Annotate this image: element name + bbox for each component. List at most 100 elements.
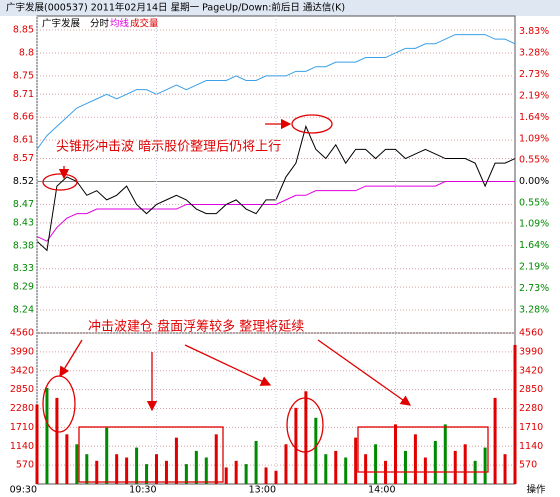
volume-bar	[264, 467, 268, 484]
volume-bar	[304, 391, 308, 484]
action-button[interactable]: 操作	[526, 484, 546, 496]
title-bar	[0, 0, 560, 16]
y2-tick-label: 1.09%	[519, 219, 549, 230]
highlight-box	[357, 426, 489, 473]
volume-bar	[324, 454, 328, 484]
annotation: 冲击波建仓 盘面浮筹较多 整理将延续	[88, 319, 304, 335]
y-tick-label: 8.52	[13, 176, 34, 187]
volume-bar	[453, 450, 457, 484]
volume-bar	[115, 454, 119, 484]
volume-bar	[55, 397, 59, 484]
volume-bar	[85, 454, 89, 484]
y-tick-label: 570	[16, 460, 34, 471]
volume-bar	[443, 424, 447, 484]
annotation: 尖锥形冲击波 暗示股价整理后仍将上行	[56, 140, 281, 155]
volume-bar	[403, 450, 407, 484]
volume-bar	[503, 454, 507, 484]
volume-bar	[413, 434, 417, 484]
volume-bar	[433, 440, 437, 484]
y2-tick-label: 2.73%	[519, 283, 549, 294]
y2-tick-label: 3420	[519, 365, 543, 376]
volume-bar	[463, 444, 467, 484]
y2-tick-label: 4560	[519, 328, 543, 339]
volume-bar	[174, 437, 178, 484]
y2-tick-label: 3990	[519, 346, 543, 357]
volume-bar	[284, 444, 288, 484]
y-tick-label: 1140	[10, 441, 34, 452]
price-line	[36, 181, 515, 242]
volume-bar	[493, 397, 497, 484]
legend-entry: 成交量	[130, 18, 159, 30]
y2-tick-label: 2.19%	[519, 262, 549, 273]
y2-tick-label: 0.55%	[519, 154, 549, 165]
volume-bar	[254, 440, 258, 484]
volume-bar	[344, 457, 348, 484]
volume-bar	[294, 407, 298, 484]
volume-bar	[164, 460, 168, 484]
volume-bar	[204, 457, 208, 484]
volume-bar	[483, 447, 487, 484]
volume-bar	[244, 464, 248, 484]
volume-bar	[65, 434, 69, 484]
y2-tick-label: 1.09%	[519, 133, 549, 144]
y2-tick-label: 1.64%	[519, 112, 549, 123]
volume-bar	[35, 404, 39, 484]
legend-entry: 分时	[90, 18, 110, 30]
y2-tick-label: 0.55%	[519, 198, 549, 209]
arrow	[317, 339, 412, 406]
y2-tick-label: 1140	[519, 441, 543, 452]
volume-bar	[135, 447, 139, 484]
y-tick-label: 8.61	[13, 135, 34, 146]
volume-bar	[274, 470, 278, 484]
y2-tick-label: 3.28%	[519, 304, 549, 315]
highlight-ellipse	[291, 114, 333, 134]
volume-bar	[184, 464, 188, 484]
volume-bar	[334, 450, 338, 484]
y-tick-label: 8.29	[13, 282, 34, 293]
y2-tick-label: 2850	[519, 384, 543, 395]
volume-bar	[95, 460, 99, 484]
volume-bar	[75, 444, 79, 484]
volume-bar	[513, 344, 517, 484]
window-title: 广宇发展(000537) 2011年02月14日 星期一 PageUp/Down…	[6, 2, 345, 14]
y-tick-label: 8.8	[19, 47, 34, 58]
y-tick-label: 3420	[10, 365, 34, 376]
volume-bar	[314, 417, 318, 484]
y-tick-label: 8.75	[13, 70, 34, 81]
y-tick-label: 8.71	[13, 89, 34, 100]
volume-bar	[105, 427, 109, 484]
volume-bar	[145, 464, 149, 484]
y-tick-label: 8.47	[13, 199, 34, 210]
y-tick-label: 8.38	[13, 240, 34, 251]
x-tick-label: 10:30	[129, 485, 156, 496]
x-tick-label: 13:00	[249, 485, 276, 496]
y2-tick-label: 3.28%	[519, 48, 549, 59]
y-tick-label: 3990	[10, 346, 34, 357]
volume-bar	[374, 444, 378, 484]
arrow	[184, 344, 272, 386]
volume-bar	[423, 457, 427, 484]
volume-bar	[224, 467, 228, 484]
volume-bar	[125, 457, 129, 484]
x-tick-label: 09:30	[10, 485, 37, 496]
y2-tick-label: 1.64%	[519, 240, 549, 251]
y-tick-label: 8.57	[13, 153, 34, 164]
y2-tick-label: 1710	[519, 422, 543, 433]
y-tick-label: 2850	[10, 384, 34, 395]
y2-tick-label: 0.00%	[519, 176, 549, 187]
y-tick-label: 4560	[10, 328, 34, 339]
y-tick-label: 1710	[10, 422, 34, 433]
y-tick-label: 8.24	[13, 305, 34, 316]
y2-tick-label: 2.19%	[519, 90, 549, 101]
highlight-box	[78, 426, 224, 483]
volume-bar	[45, 387, 49, 484]
y2-tick-label: 3.83%	[519, 26, 549, 37]
y2-tick-label: 2280	[519, 403, 543, 414]
volume-bar	[155, 454, 158, 484]
volume-bar	[394, 424, 397, 484]
y-tick-label: 2280	[10, 403, 34, 414]
y-tick-label: 8.43	[13, 217, 34, 228]
volume-bar	[194, 450, 198, 484]
